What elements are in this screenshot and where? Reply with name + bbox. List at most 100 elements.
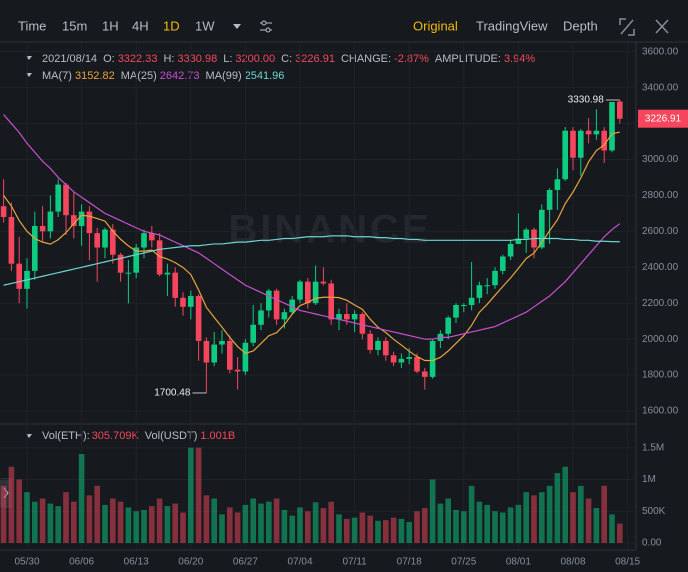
volume-bar [539, 492, 545, 543]
volume-bar [227, 507, 233, 543]
candle-body [523, 229, 529, 239]
volume-bar [63, 492, 69, 543]
volume-bar [125, 507, 132, 543]
candle-body [609, 101, 615, 151]
interval-dropdown[interactable] [233, 24, 241, 29]
interval-tab[interactable]: 1D [163, 18, 180, 33]
volume-bar [102, 504, 108, 543]
y-tick-label: 2200.00 [642, 298, 679, 309]
view-tab[interactable]: Original [413, 18, 458, 33]
candle-body [414, 357, 420, 372]
candle-body [289, 299, 295, 313]
y-tick-label: 1600.00 [642, 406, 679, 417]
volume-bar [47, 503, 54, 543]
candle-body [453, 305, 459, 318]
volume-bar [445, 498, 451, 543]
candle-body [351, 313, 358, 320]
price-tag-label: 3226.91 [645, 113, 682, 124]
volume-bar [570, 492, 576, 543]
volume-bar [86, 495, 93, 543]
view-tab[interactable]: Depth [563, 18, 598, 33]
candle-body [141, 233, 147, 248]
x-tick-label: 08/01 [506, 557, 531, 568]
candle-body [39, 225, 46, 232]
watermark: BINANCE [228, 208, 431, 252]
volume-bar [437, 503, 444, 543]
candle-body [492, 270, 498, 286]
volume-bar [320, 508, 327, 543]
candle-body [359, 313, 366, 334]
candle-body [234, 369, 241, 372]
volume-bar [266, 501, 272, 543]
volume-bar [281, 509, 288, 543]
x-tick-label: 08/08 [560, 557, 585, 568]
interval-tab[interactable]: 1W [195, 18, 215, 33]
x-tick-label: 07/11 [342, 557, 367, 568]
candle-body [281, 312, 288, 320]
high-marker: 3330.98 [568, 95, 605, 106]
volume-bar [531, 495, 537, 543]
volume-bar [195, 447, 202, 543]
volume-bar [234, 512, 241, 543]
candle-body [390, 355, 397, 363]
volume-legend-value: 305.709K [92, 430, 140, 442]
interval-tab[interactable]: 1H [102, 18, 119, 33]
volume-bar [32, 501, 38, 543]
candle-body [55, 184, 61, 212]
volume-legend-name: Vol(USDT) [145, 430, 198, 442]
x-tick-label: 05/30 [14, 557, 39, 568]
volume-bar [484, 504, 490, 543]
candle-body [219, 340, 225, 345]
candle-body [344, 313, 350, 320]
candle-body [320, 281, 327, 284]
settings-icon[interactable] [260, 20, 272, 33]
fullscreen-icon[interactable] [619, 18, 635, 36]
candle-body [406, 357, 412, 359]
x-tick-label: 08/15 [615, 557, 640, 568]
candle-body [266, 290, 272, 311]
info-value: 3322.33 [118, 53, 158, 65]
volume-bar [149, 506, 155, 543]
x-tick-label: 07/18 [397, 557, 422, 568]
candle-body [242, 342, 249, 372]
candle-body [203, 340, 210, 363]
info-value: 3200.00 [235, 53, 275, 65]
volume-bar [78, 454, 85, 543]
candle-body [476, 285, 483, 298]
volume-tick-label: 0.00 [642, 538, 662, 549]
candle-body [133, 247, 139, 273]
interval-tab[interactable]: 15m [62, 18, 87, 33]
x-tick-label: 06/27 [233, 557, 258, 568]
volume-tick-label: 1.5M [642, 442, 664, 453]
volume-bar [468, 485, 475, 543]
volume-bar [383, 520, 389, 543]
volume-bar [429, 479, 436, 543]
candle-body [0, 206, 7, 217]
volume-bar [406, 522, 412, 543]
candle-body [195, 296, 202, 341]
candle-body [468, 297, 475, 306]
interval-tab[interactable]: 4H [132, 18, 149, 33]
y-tick-label: 3400.00 [642, 82, 679, 93]
interval-tab[interactable]: Time [18, 18, 46, 33]
candle-body [461, 305, 467, 307]
ma-legend-value: 3152.82 [75, 70, 115, 82]
volume-bar [24, 492, 30, 543]
volume-bar [585, 498, 592, 543]
x-tick-label: 07/25 [451, 557, 476, 568]
price-tag [638, 109, 688, 128]
view-tab[interactable]: TradingView [476, 18, 548, 33]
x-tick-label: 06/13 [124, 557, 149, 568]
volume-bar [297, 507, 303, 543]
volume-bar [453, 509, 459, 543]
volume-bar [273, 498, 280, 543]
volume-bar [188, 447, 194, 543]
candle-body [578, 130, 584, 158]
ma-legend-name: MA(7) [42, 70, 72, 82]
close-icon[interactable] [655, 19, 669, 34]
volume-bar [156, 498, 163, 543]
candle-body [211, 344, 217, 363]
candle-body [328, 283, 334, 320]
candle-body [102, 229, 108, 248]
